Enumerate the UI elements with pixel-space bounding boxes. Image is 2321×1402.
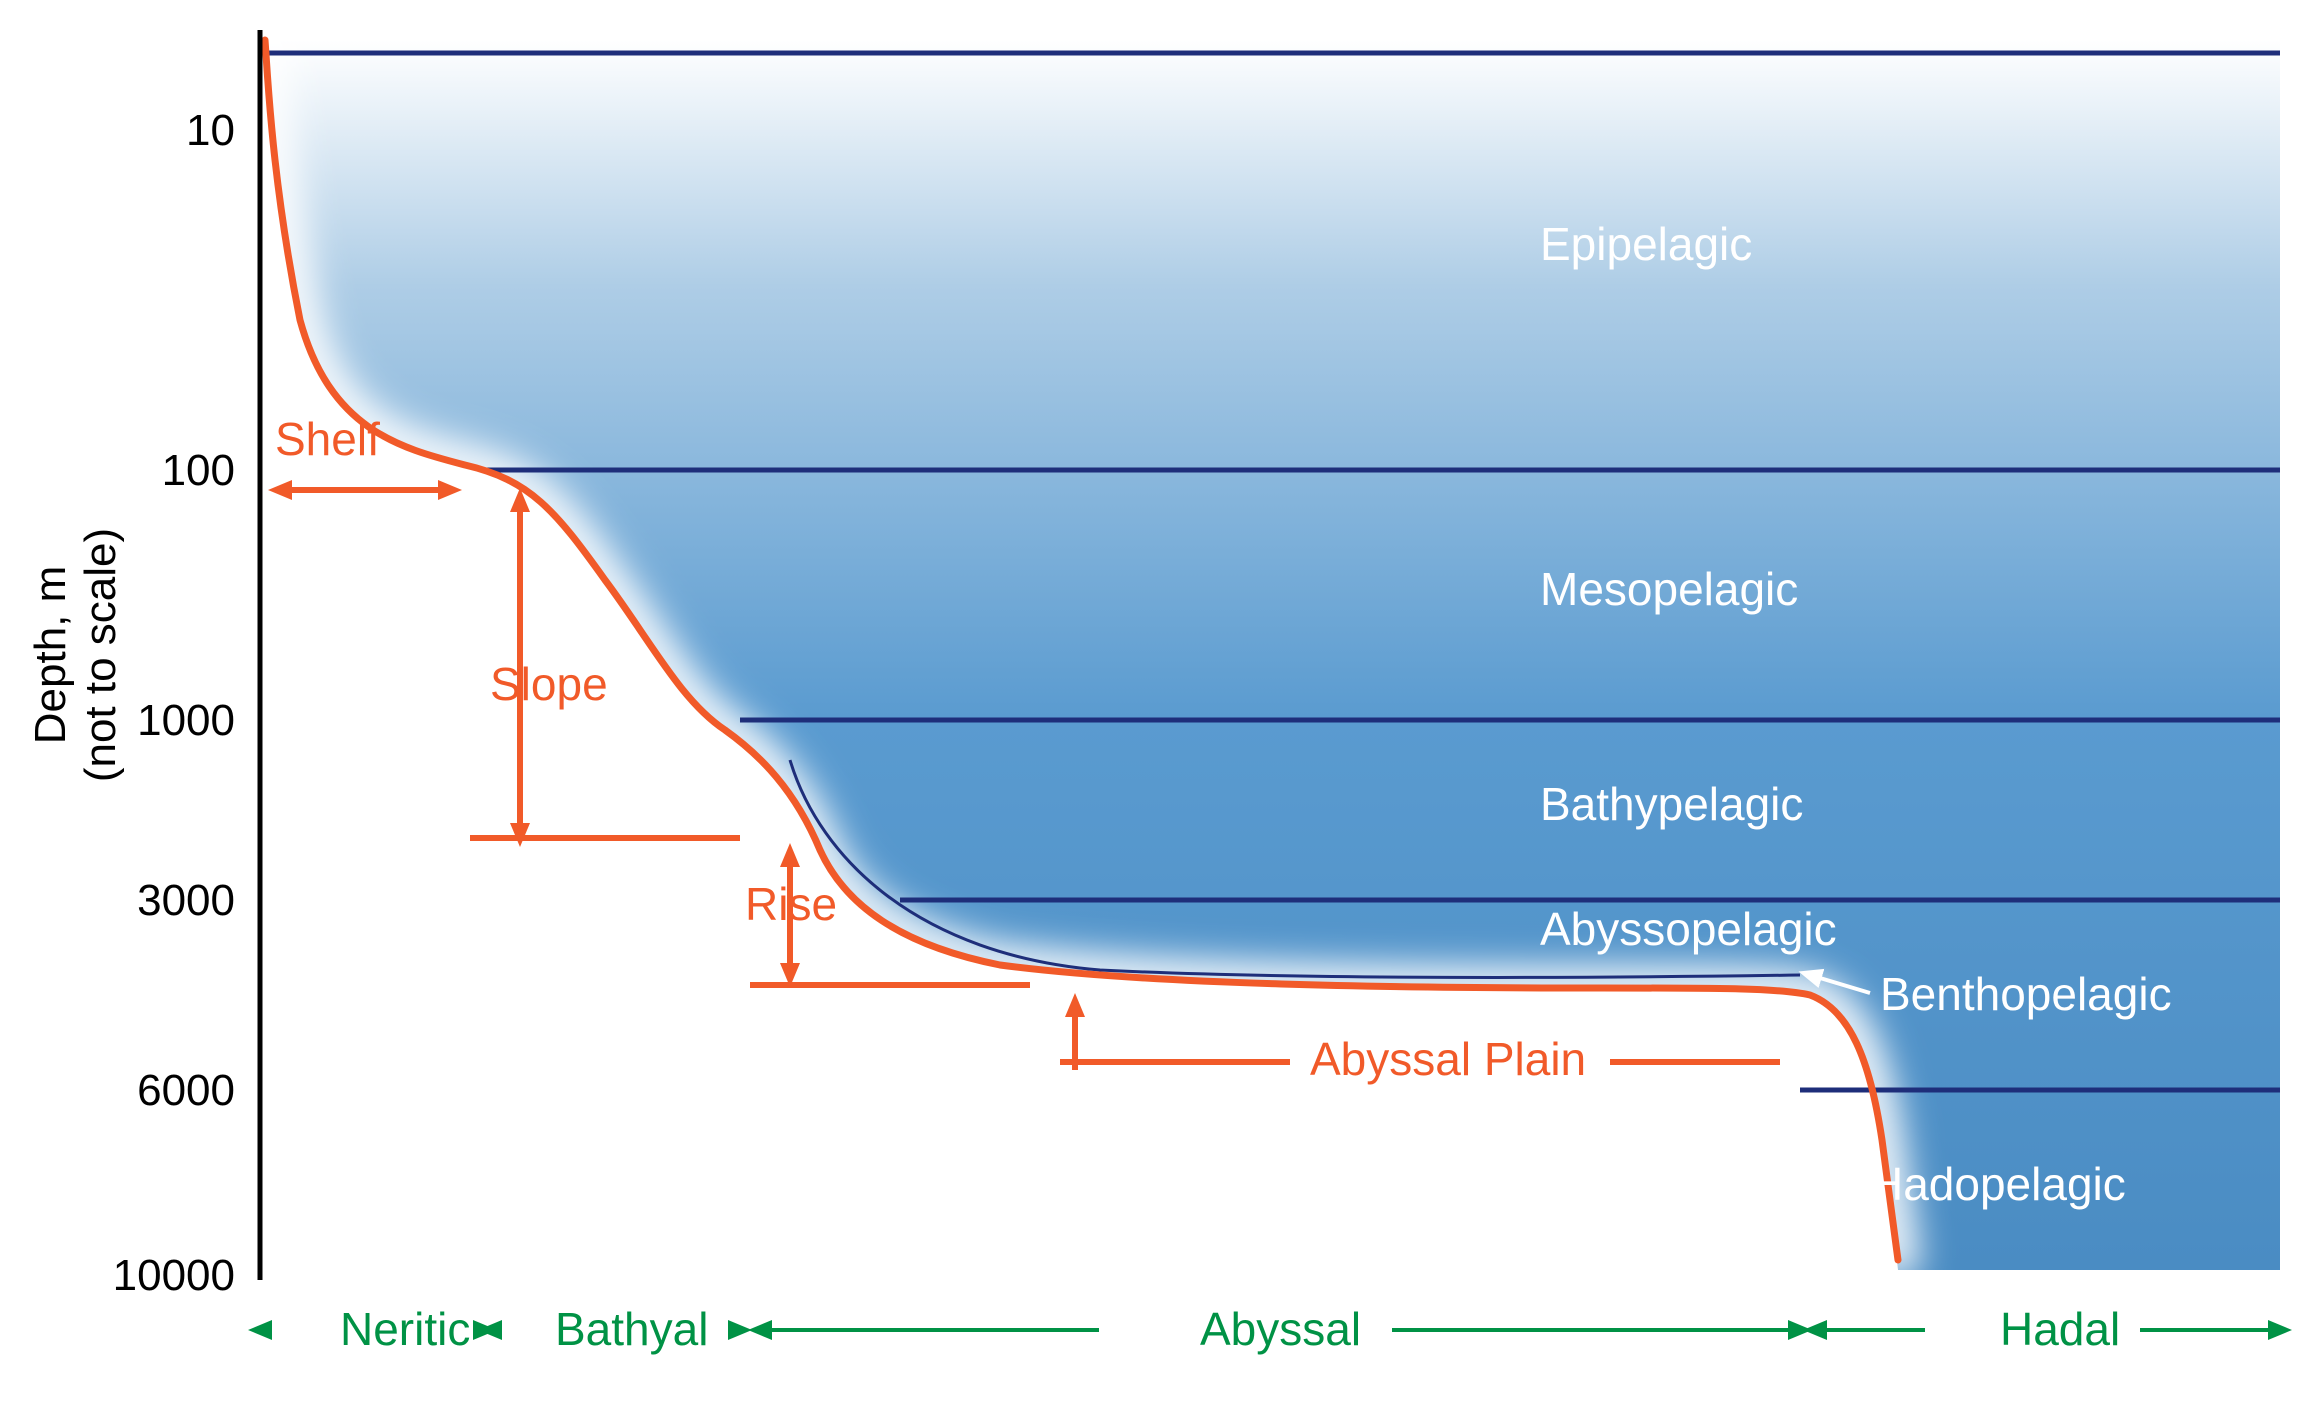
benthic-label-neritic: Neritic <box>340 1303 470 1355</box>
y-tick-3000: 3000 <box>137 876 235 925</box>
zone-label-benthopelagic: Benthopelagic <box>1880 968 2172 1020</box>
zone-label-mesopelagic: Mesopelagic <box>1540 563 1798 615</box>
zone-label-abyssopelagic: Abyssopelagic <box>1540 903 1837 955</box>
y-tick-1000: 1000 <box>137 696 235 745</box>
y-axis-title-group: Depth, m(not to scale) <box>26 528 125 782</box>
zone-label-hadopelagic: Hadopelagic <box>1870 1158 2126 1210</box>
y-tick-10: 10 <box>186 106 235 155</box>
benthic-label-hadal: Hadal <box>2000 1303 2120 1355</box>
y-axis-title-2: (not to scale) <box>76 528 125 782</box>
y-tick-10000: 10000 <box>113 1251 235 1300</box>
diagram-svg: Epipelagic Mesopelagic Bathypelagic Abyssop… <box>0 0 2321 1402</box>
zone-label-epipelagic: Epipelagic <box>1540 218 1752 270</box>
y-tick-6000: 6000 <box>137 1066 235 1115</box>
zone-label-bathypelagic: Bathypelagic <box>1540 778 1803 830</box>
y-axis-title-1: Depth, m <box>26 566 75 745</box>
feature-label-shelf: Shelf <box>275 413 380 465</box>
feature-label-abyssal-plain: Abyssal Plain <box>1310 1033 1586 1085</box>
feature-label-slope: Slope <box>490 658 608 710</box>
ocean-zonation-diagram: Epipelagic Mesopelagic Bathypelagic Abyssop… <box>0 0 2321 1402</box>
benthic-label-bathyal: Bathyal <box>555 1303 708 1355</box>
y-tick-100: 100 <box>162 446 235 495</box>
benthic-label-abyssal: Abyssal <box>1200 1303 1361 1355</box>
water-body <box>265 40 2280 1270</box>
